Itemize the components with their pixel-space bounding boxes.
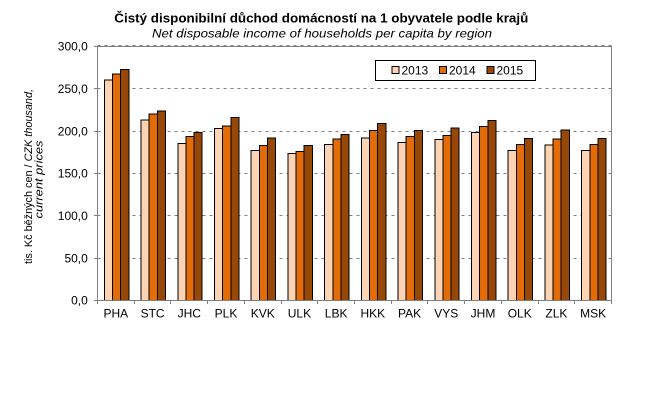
svg-text:Net disposable income of house: Net disposable income of households per … [152, 26, 492, 40]
svg-text:PAK: PAK [398, 307, 421, 321]
svg-text:150,0: 150,0 [58, 167, 88, 181]
svg-text:2013: 2013 [402, 64, 429, 78]
svg-text:KVK: KVK [251, 307, 275, 321]
svg-text:200,0: 200,0 [58, 124, 88, 138]
svg-text:VYS: VYS [434, 307, 458, 321]
svg-text:2014: 2014 [449, 64, 476, 78]
svg-text:50,0: 50,0 [64, 251, 88, 265]
svg-text:2015: 2015 [497, 64, 524, 78]
svg-text:ZLK: ZLK [545, 307, 567, 321]
svg-text:0,0: 0,0 [71, 294, 88, 308]
svg-text:100,0: 100,0 [58, 209, 88, 223]
svg-text:250,0: 250,0 [58, 82, 88, 96]
svg-text:JHC: JHC [178, 307, 202, 321]
svg-text:Čistý disponibilní důchod domá: Čistý disponibilní důchod domácností na … [114, 10, 528, 25]
svg-text:PHA: PHA [104, 307, 129, 321]
svg-text:tis. Kč běžných cen / CZK thou: tis. Kč běžných cen / CZK thousand, [23, 89, 35, 264]
svg-text:HKK: HKK [361, 307, 386, 321]
svg-text:current prices: current prices [34, 140, 46, 219]
svg-text:JHM: JHM [471, 307, 496, 321]
svg-text:ULK: ULK [288, 307, 311, 321]
svg-text:300,0: 300,0 [58, 40, 88, 54]
svg-text:OLK: OLK [508, 307, 532, 321]
svg-text:PLK: PLK [215, 307, 238, 321]
svg-text:MSK: MSK [580, 307, 606, 321]
svg-text:LBK: LBK [325, 307, 348, 321]
svg-text:STC: STC [141, 307, 165, 321]
